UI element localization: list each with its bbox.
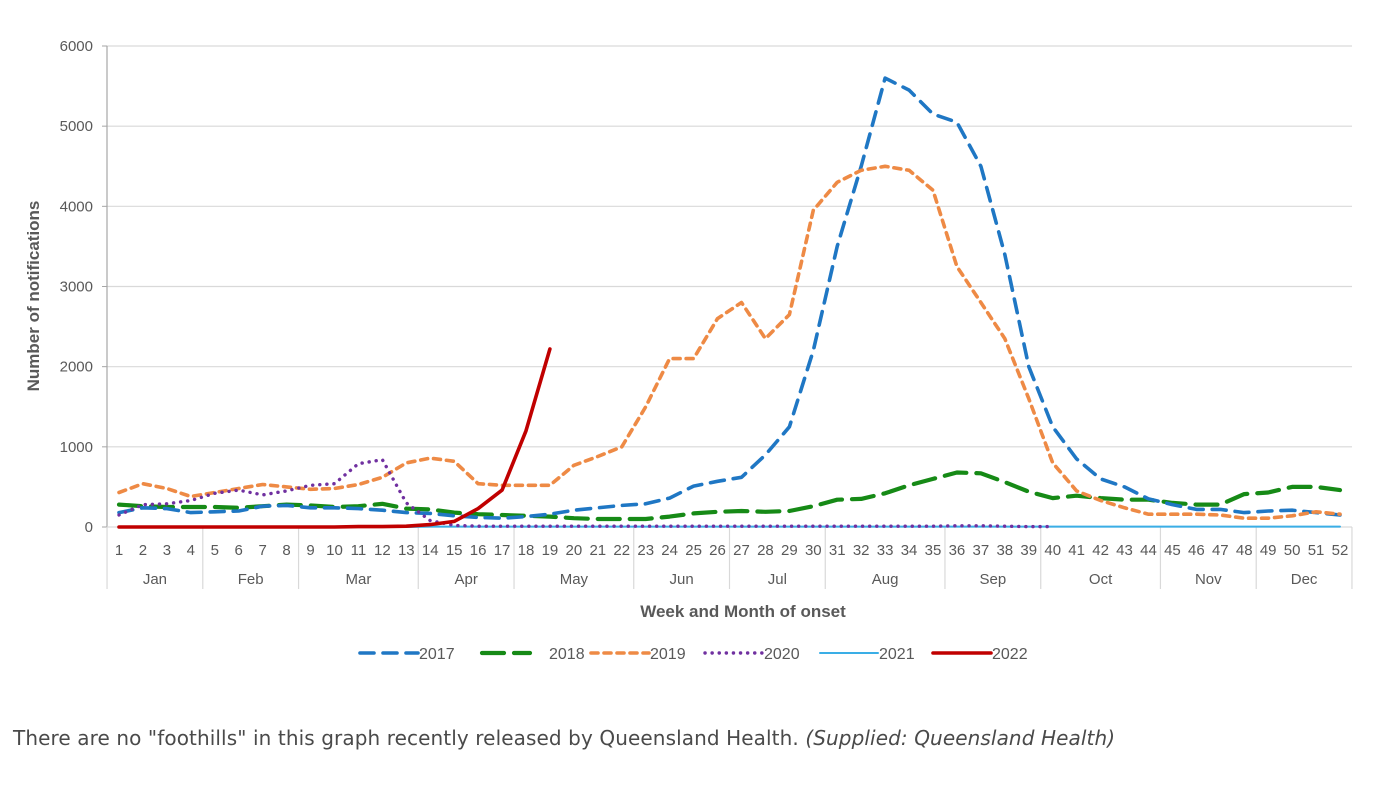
- x-tick-label: 28: [757, 542, 774, 559]
- x-tick-label: 48: [1236, 542, 1253, 559]
- month-label: Mar: [345, 571, 371, 588]
- x-tick-label: 16: [470, 542, 487, 559]
- x-tick-label: 34: [901, 542, 918, 559]
- month-label: Nov: [1195, 571, 1222, 588]
- x-tick-label: 31: [829, 542, 846, 559]
- x-tick-label: 47: [1212, 542, 1229, 559]
- x-tick-label: 45: [1164, 542, 1181, 559]
- x-tick-label: 23: [637, 542, 654, 559]
- y-tick-label: 1000: [60, 439, 93, 456]
- month-label: Jun: [670, 571, 694, 588]
- month-label: Oct: [1089, 571, 1113, 588]
- month-label: Apr: [454, 571, 477, 588]
- x-axis-ticks: 1 2 3 4 5 6 7 8 9 10 11 12 13 14 15 16 17 18 19 20 21 22 23 24 2…: [115, 542, 1349, 559]
- x-tick-label: 19: [542, 542, 559, 559]
- x-tick-label: 49: [1260, 542, 1277, 559]
- legend-label-2020: 2020: [764, 646, 800, 663]
- month-label: Jul: [768, 571, 787, 588]
- series-line-2018: [116, 470, 1343, 522]
- x-tick-label: 30: [805, 542, 822, 559]
- x-tick-label: 41: [1068, 542, 1085, 559]
- figure-caption: There are no "foothills" in this graph r…: [13, 726, 1115, 750]
- x-tick-label: 10: [326, 542, 343, 559]
- legend-label-2017: 2017: [419, 646, 455, 663]
- legend-label-2022: 2022: [992, 646, 1028, 663]
- x-tick-label: 37: [973, 542, 990, 559]
- legend-label-2019: 2019: [650, 646, 686, 663]
- x-tick-label: 24: [661, 542, 678, 559]
- y-tick-label: 6000: [60, 38, 93, 55]
- x-tick-label: 32: [853, 542, 870, 559]
- series-line-2019: [117, 164, 1342, 520]
- x-tick-label: 42: [1092, 542, 1109, 559]
- x-tick-label: 44: [1140, 542, 1157, 559]
- month-label: Dec: [1291, 571, 1318, 588]
- month-label: May: [560, 571, 589, 588]
- x-tick-label: 36: [949, 542, 966, 559]
- x-tick-label: 29: [781, 542, 798, 559]
- x-tick-label: 38: [996, 542, 1013, 559]
- x-tick-label: 5: [211, 542, 219, 559]
- x-tick-label: 15: [446, 542, 463, 559]
- y-tick-label: 2000: [60, 359, 93, 376]
- y-tick-label: 3000: [60, 279, 93, 296]
- x-tick-label: 13: [398, 542, 415, 559]
- gridlines: [106, 45, 1352, 528]
- y-tick-label: 5000: [60, 118, 93, 135]
- y-axis-ticks: 0 1000 2000 3000 4000 5000 6000: [60, 38, 107, 536]
- legend: 2017 2018 2019 2020 2021 2022: [358, 646, 1028, 663]
- x-tick-label: 8: [282, 542, 290, 559]
- series-line-2020: [117, 458, 1055, 529]
- series-line-2017: [117, 76, 1342, 520]
- x-tick-label: 2: [139, 542, 147, 559]
- x-tick-label: 18: [518, 542, 535, 559]
- month-label: Sep: [980, 571, 1007, 588]
- x-tick-label: 1: [115, 542, 123, 559]
- x-tick-label: 33: [877, 542, 894, 559]
- x-tick-label: 25: [685, 542, 702, 559]
- x-tick-label: 12: [374, 542, 391, 559]
- legend-label-2018: 2018: [549, 646, 585, 663]
- x-tick-label: 17: [494, 542, 511, 559]
- x-tick-label: 4: [187, 542, 195, 559]
- x-tick-label: 39: [1020, 542, 1037, 559]
- month-label: Feb: [238, 571, 264, 588]
- x-tick-label: 40: [1044, 542, 1061, 559]
- x-tick-label: 52: [1332, 542, 1349, 559]
- x-tick-label: 35: [925, 542, 942, 559]
- y-tick-label: 0: [85, 519, 93, 536]
- series-line-2022: [117, 347, 552, 529]
- x-tick-label: 50: [1284, 542, 1301, 559]
- x-tick-label: 14: [422, 542, 439, 559]
- month-label: Jan: [143, 571, 167, 588]
- x-tick-label: 7: [258, 542, 266, 559]
- month-label: Aug: [872, 571, 899, 588]
- x-tick-label: 9: [306, 542, 314, 559]
- caption-text: There are no "foothills" in this graph r…: [13, 726, 799, 750]
- x-tick-label: 21: [589, 542, 606, 559]
- x-axis-title: Week and Month of onset: [640, 602, 846, 621]
- y-tick-label: 4000: [60, 198, 93, 215]
- series-lines: [116, 76, 1343, 529]
- x-tick-label: 51: [1308, 542, 1325, 559]
- x-tick-label: 27: [733, 542, 750, 559]
- x-tick-label: 26: [709, 542, 726, 559]
- x-tick-label: 46: [1188, 542, 1205, 559]
- legend-label-2021: 2021: [879, 646, 915, 663]
- x-tick-label: 3: [163, 542, 171, 559]
- x-tick-label: 6: [235, 542, 243, 559]
- x-tick-label: 22: [613, 542, 630, 559]
- x-tick-label: 11: [351, 542, 367, 559]
- y-axis-title: Number of notifications: [24, 201, 43, 392]
- caption-credit: (Supplied: Queensland Health): [805, 726, 1116, 750]
- x-tick-label: 20: [566, 542, 583, 559]
- month-labels: Jan Feb Mar Apr May Jun Jul Aug Sep Oct Nov Dec: [106, 527, 1353, 589]
- x-tick-label: 43: [1116, 542, 1133, 559]
